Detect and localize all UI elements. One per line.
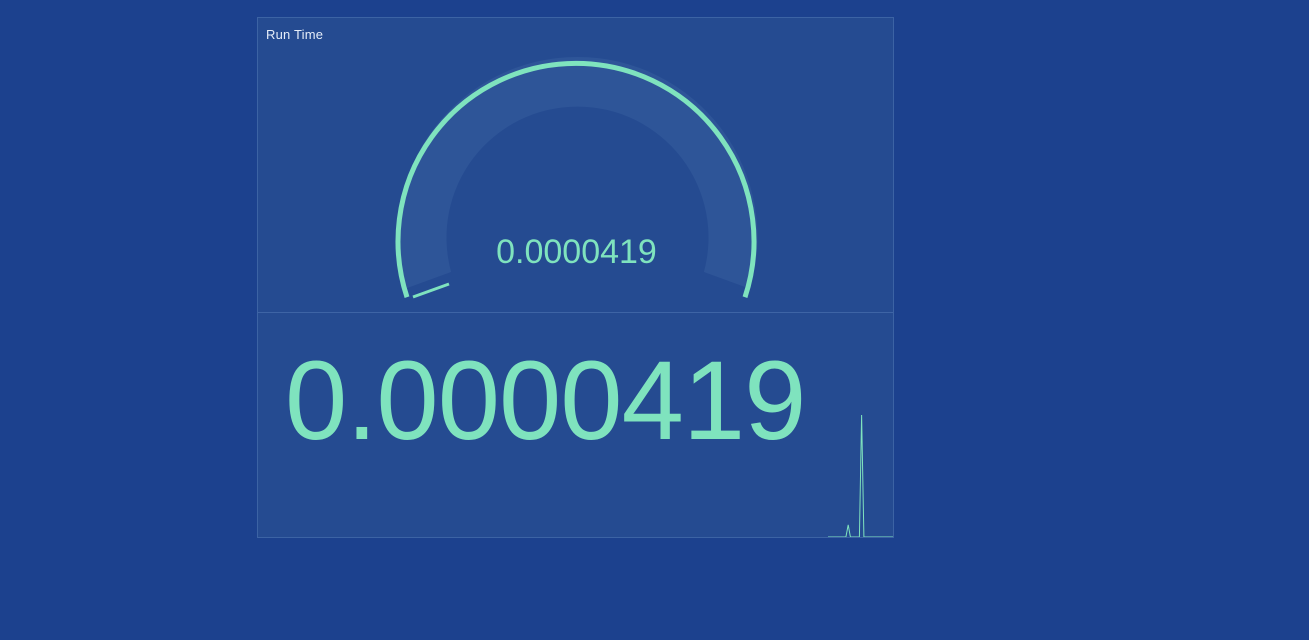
run-time-panel: Run Time 0.0000419 0.0000419	[257, 17, 894, 538]
stat: 0.0000419	[258, 313, 893, 537]
sparkline-line	[828, 414, 893, 537]
sparkline	[828, 414, 893, 537]
gauge-value: 0.0000419	[496, 233, 657, 271]
gauge-chart	[395, 56, 758, 299]
gauge-track	[397, 56, 758, 289]
gauge: 0.0000419	[258, 18, 893, 313]
gauge-value-arc	[410, 286, 412, 295]
gauge-value-tick	[412, 282, 450, 299]
stat-value: 0.0000419	[285, 338, 806, 463]
panel-title[interactable]: Run Time	[266, 27, 324, 42]
gauge-outer-arc	[395, 60, 757, 298]
panel-divider	[258, 312, 893, 313]
